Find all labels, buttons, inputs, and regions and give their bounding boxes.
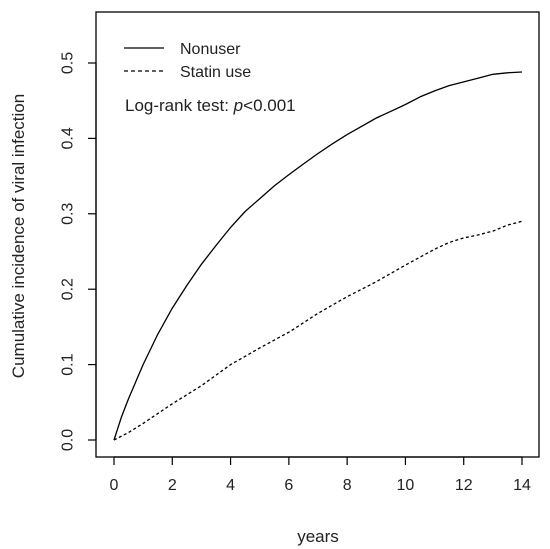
x-axis: 0 2 4 6 8 10 12 14 <box>110 456 531 494</box>
x-tick-label: 8 <box>343 477 352 494</box>
x-tick-label: 6 <box>284 477 293 494</box>
y-tick-label: 0.1 <box>60 353 77 375</box>
y-axis-label: Cumulative incidence of viral infection <box>9 94 28 378</box>
legend-label-statin: Statin use <box>180 64 251 81</box>
legend: Nonuser Statin use <box>124 41 251 81</box>
y-tick-label: 0.0 <box>60 429 77 451</box>
x-axis-label: years <box>297 527 339 546</box>
y-tick-label: 0.3 <box>60 203 77 225</box>
y-tick-label: 0.2 <box>60 278 77 300</box>
y-tick-label: 0.5 <box>60 52 77 74</box>
series-line-statin-use <box>113 220 523 441</box>
x-tick-label: 12 <box>455 477 473 494</box>
x-tick-label: 4 <box>226 477 235 494</box>
y-tick-label: 0.4 <box>60 127 77 149</box>
legend-label-nonuser: Nonuser <box>180 41 241 58</box>
x-tick-label: 14 <box>513 477 531 494</box>
y-axis: 0.0 0.1 0.2 0.3 0.4 0.5 <box>60 52 97 451</box>
plot-frame <box>95 11 540 458</box>
x-tick-label: 0 <box>110 477 119 494</box>
x-tick-label: 2 <box>168 477 177 494</box>
x-tick-label: 10 <box>397 477 415 494</box>
series-layer <box>113 71 523 441</box>
logrank-annotation: Log-rank test: p<0.001 <box>125 96 296 115</box>
series-line-nonuser <box>113 71 523 441</box>
